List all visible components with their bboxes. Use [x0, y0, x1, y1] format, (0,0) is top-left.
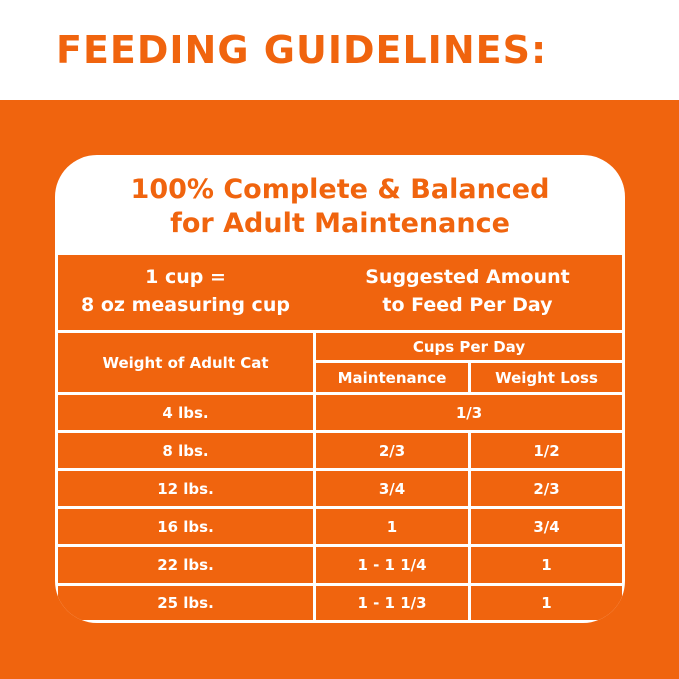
weight-cell: 12 lbs.	[58, 471, 313, 506]
table-header: 1 cup = 8 oz measuring cup Suggested Amo…	[58, 255, 622, 330]
weight-loss-header: Weight Loss	[471, 363, 622, 392]
weight-loss-cell: 3/4	[471, 509, 622, 544]
cup-note-line-1: 1 cup =	[145, 266, 226, 288]
weight-cell: 4 lbs.	[58, 395, 313, 430]
maintenance-cell: 2/3	[316, 433, 468, 468]
suggested-amount: Suggested Amount to Feed Per Day	[313, 263, 622, 319]
feeding-card: 100% Complete & Balanced for Adult Maint…	[55, 155, 625, 623]
cup-note: 1 cup = 8 oz measuring cup	[58, 263, 313, 319]
maintenance-cell: 1 - 1 1/4	[316, 547, 468, 583]
weight-loss-cell: 1	[471, 586, 622, 620]
weight-cell: 25 lbs.	[58, 586, 313, 620]
weight-cell: 8 lbs.	[58, 433, 313, 468]
weight-cell: 16 lbs.	[58, 509, 313, 544]
card-subtitle: 100% Complete & Balanced for Adult Maint…	[55, 173, 625, 241]
weight-cell: 22 lbs.	[58, 547, 313, 583]
suggested-line-1: Suggested Amount	[365, 266, 570, 288]
maintenance-cell: 1	[316, 509, 468, 544]
subtitle-line-1: 100% Complete & Balanced	[130, 174, 550, 205]
weight-loss-cell: 2/3	[471, 471, 622, 506]
page-title: FEEDING GUIDELINES:	[56, 28, 548, 72]
maintenance-cell: 3/4	[316, 471, 468, 506]
maintenance-header: Maintenance	[316, 363, 468, 392]
header-band	[0, 0, 679, 100]
maintenance-cell: 1 - 1 1/3	[316, 586, 468, 620]
cup-note-line-2: 8 oz measuring cup	[81, 294, 290, 316]
weight-header: Weight of Adult Cat	[58, 333, 313, 392]
weight-loss-cell: 1/2	[471, 433, 622, 468]
cups-header: Cups Per Day	[316, 333, 622, 360]
cups-cell: 1/3	[316, 395, 622, 430]
weight-loss-cell: 1	[471, 547, 622, 583]
suggested-line-2: to Feed Per Day	[382, 294, 553, 316]
subtitle-line-2: for Adult Maintenance	[170, 208, 510, 239]
